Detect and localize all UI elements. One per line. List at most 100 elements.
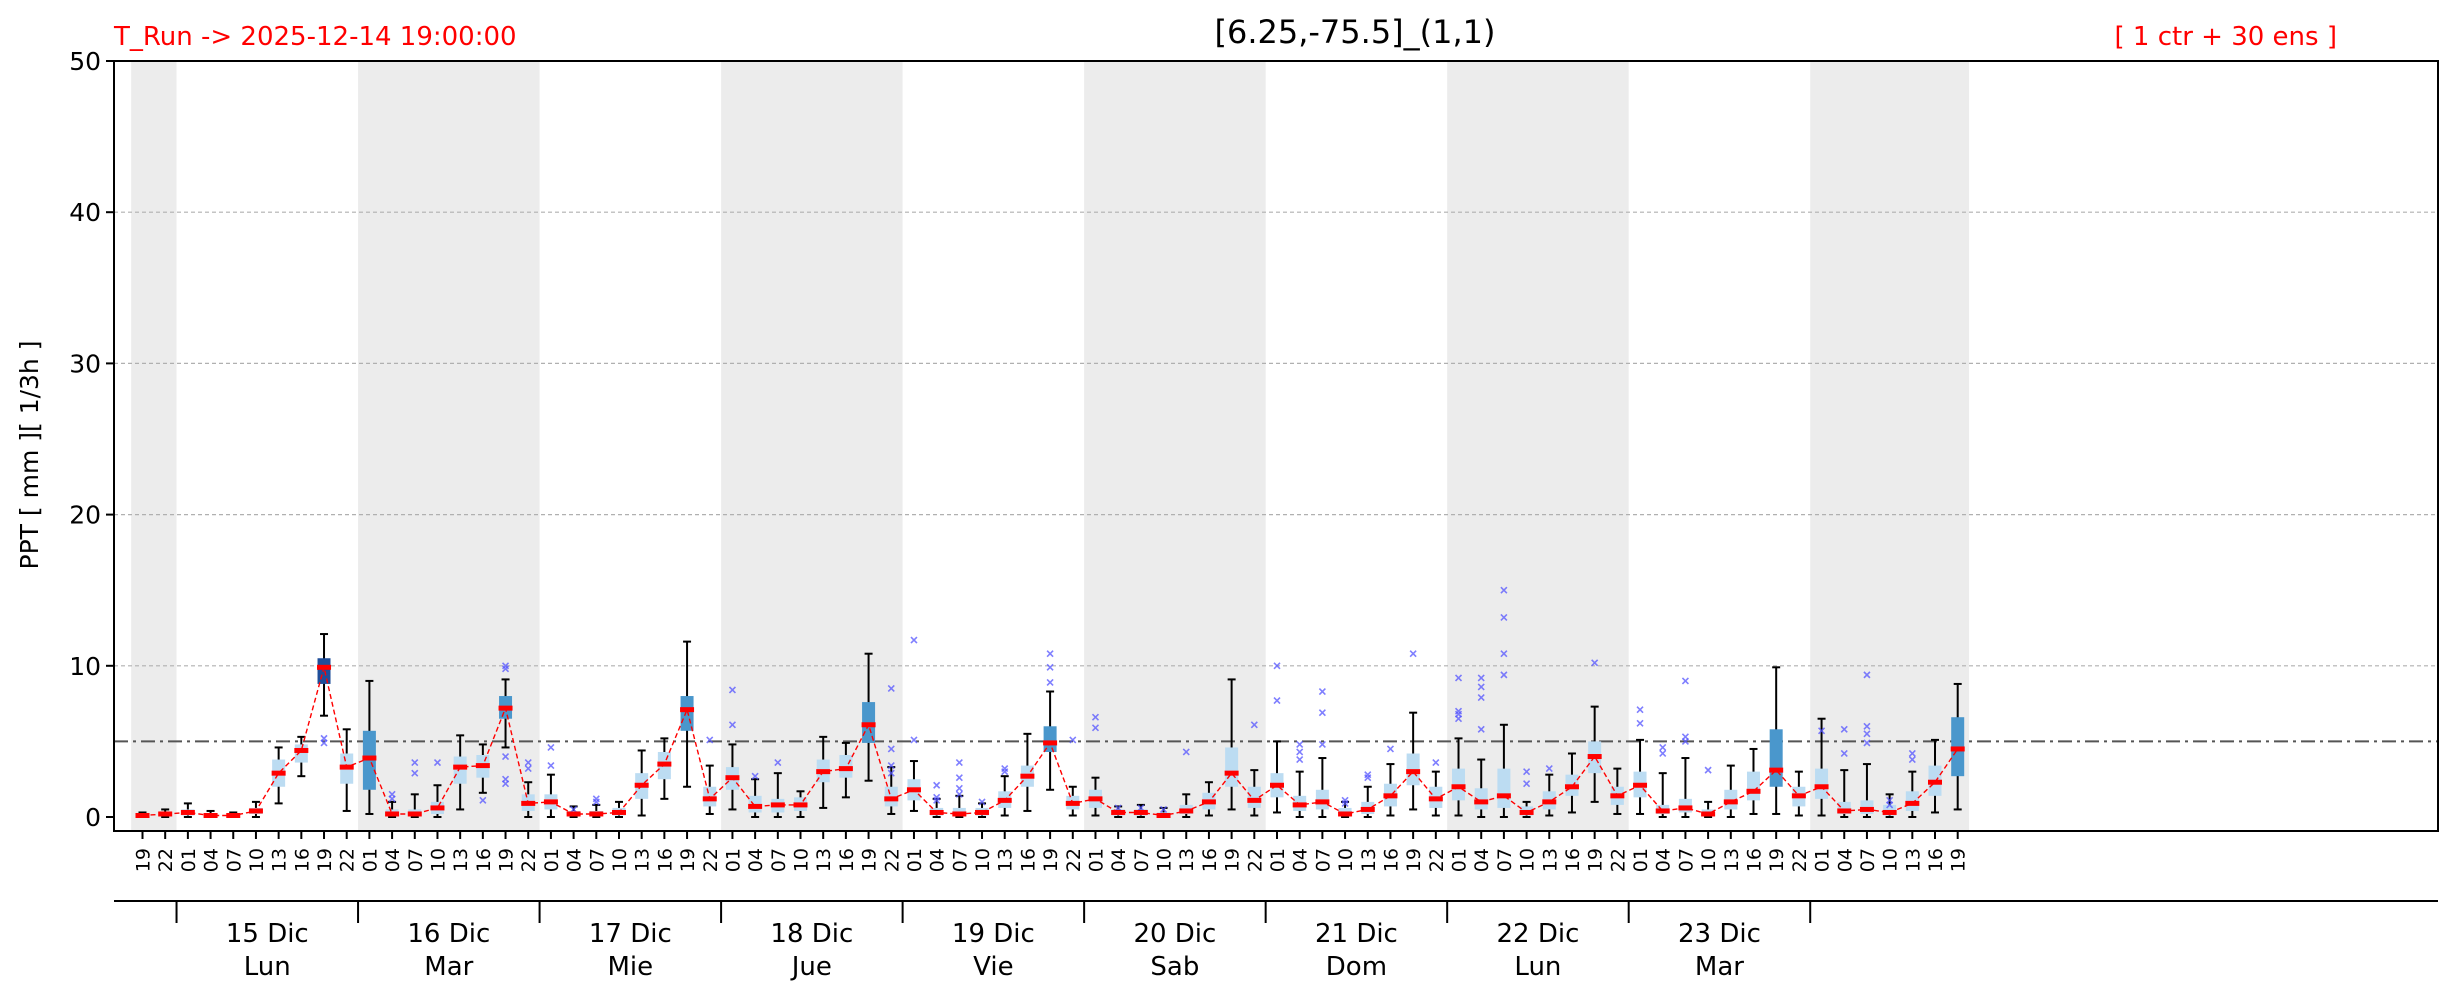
outlier: [570, 805, 578, 814]
x-tick-label: 07: [949, 848, 971, 872]
outlier: [547, 743, 555, 752]
outlier: [1386, 745, 1395, 753]
x-tick-label: 04: [382, 848, 404, 872]
x-tick-label: 13: [1176, 848, 1198, 872]
outlier: [1091, 724, 1100, 732]
day-date-label: 17 Dic: [589, 919, 672, 949]
outlier: [501, 752, 510, 761]
outlier: [1863, 671, 1871, 679]
x-tick-label: 13: [632, 848, 654, 872]
x-tick-label: 10: [1335, 848, 1357, 872]
x-tick-label: 10: [427, 848, 449, 872]
outlier: [1500, 650, 1508, 658]
outlier: [1296, 748, 1304, 756]
x-tick-label: 19: [1585, 848, 1607, 872]
box: [1247, 786, 1261, 808]
day-weekday-label: Lun: [1514, 952, 1561, 982]
outlier: [1477, 725, 1485, 733]
x-tick-label: 22: [1789, 848, 1811, 872]
outlier: [1636, 719, 1644, 727]
x-axis-hours: 19 22 01 04 07 10 13 16 19 22 01 04 07 10 13 16 19 22 01 04…: [133, 831, 1970, 872]
x-tick-label: 16: [1380, 848, 1402, 872]
x-tick-label: 01: [1449, 848, 1471, 872]
x-tick-label: 19: [1403, 848, 1425, 872]
chart-title: [6.25,-75.5]_(1,1): [1214, 13, 1495, 51]
outlier: [728, 721, 737, 729]
outlier: [706, 736, 714, 744]
outlier: [1273, 662, 1281, 670]
x-tick-label: 16: [1017, 848, 1039, 872]
x-tick-label: 01: [178, 848, 200, 872]
day-date-label: 19 Dic: [952, 919, 1035, 949]
outlier: [1523, 780, 1531, 788]
outlier: [978, 798, 986, 806]
x-tick-label: 01: [722, 848, 744, 872]
outlier: [547, 762, 555, 770]
x-tick-label: 13: [1902, 848, 1924, 872]
outlier: [887, 769, 895, 777]
x-tick-label: 16: [291, 848, 313, 872]
outlier: [1500, 613, 1508, 621]
x-tick-label: 04: [1290, 848, 1312, 872]
outlier: [1046, 650, 1054, 658]
x-tick-label: 04: [1471, 848, 1493, 872]
x-tick-label: 04: [745, 848, 767, 872]
outlier: [1863, 739, 1871, 747]
outlier: [1046, 678, 1054, 686]
day-date-label: 18 Dic: [770, 919, 853, 949]
x-tick-label: 07: [1312, 848, 1334, 872]
box: [1225, 747, 1239, 787]
x-tick-label: 07: [405, 848, 427, 872]
x-tick-label: 22: [337, 848, 359, 872]
outlier: [524, 765, 532, 773]
outlier: [1681, 677, 1689, 685]
x-tick-label: 19: [1948, 848, 1970, 872]
x-tick-label: 13: [1539, 848, 1561, 872]
x-tick-label: 04: [927, 848, 949, 872]
x-tick-label: 04: [1653, 848, 1675, 872]
y-axis: 0 10 20 30 40 50: [69, 47, 114, 832]
outlier: [1591, 659, 1599, 667]
x-tick-label: 01: [904, 848, 926, 872]
y-axis-label: PPT [ mm ][ 1/3h ]: [15, 341, 44, 570]
x-tick-label: 01: [1085, 848, 1107, 872]
day-weekday-label: Mar: [1695, 952, 1744, 982]
night-band: [1810, 61, 1970, 831]
outlier: [1817, 727, 1826, 735]
outlier: [1840, 725, 1848, 733]
x-tick-label: 19: [677, 848, 699, 872]
box: [453, 756, 467, 784]
y-tick-label: 20: [69, 501, 101, 530]
outlier: [411, 769, 419, 777]
x-tick-label: 22: [1607, 848, 1629, 872]
x-tick-label: 04: [564, 848, 586, 872]
outlier: [411, 759, 419, 767]
day-weekday-label: Vie: [973, 952, 1013, 982]
day-weekday-label: Jue: [790, 952, 832, 982]
outlier: [433, 759, 442, 767]
x-tick-label: 13: [813, 848, 835, 872]
outlier: [1159, 805, 1168, 814]
outlier: [501, 780, 510, 788]
night-band: [721, 61, 903, 831]
outlier: [1454, 715, 1463, 723]
outlier: [1137, 804, 1145, 812]
outlier: [1908, 755, 1916, 764]
outlier: [1432, 759, 1440, 767]
x-tick-label: 01: [1630, 848, 1652, 872]
x-tick-label: 10: [609, 848, 631, 872]
outlier: [887, 684, 895, 693]
x-tick-label: 19: [314, 848, 336, 872]
night-band: [358, 61, 540, 831]
x-tick-label: 19: [133, 848, 155, 872]
outlier: [1341, 799, 1349, 807]
x-tick-label: 22: [881, 848, 903, 872]
x-tick-label: 16: [1743, 848, 1765, 872]
outlier: [933, 781, 941, 789]
outlier: [910, 636, 918, 644]
outlier: [1069, 736, 1077, 744]
outlier: [1409, 650, 1417, 658]
y-tick-label: 30: [69, 349, 101, 378]
